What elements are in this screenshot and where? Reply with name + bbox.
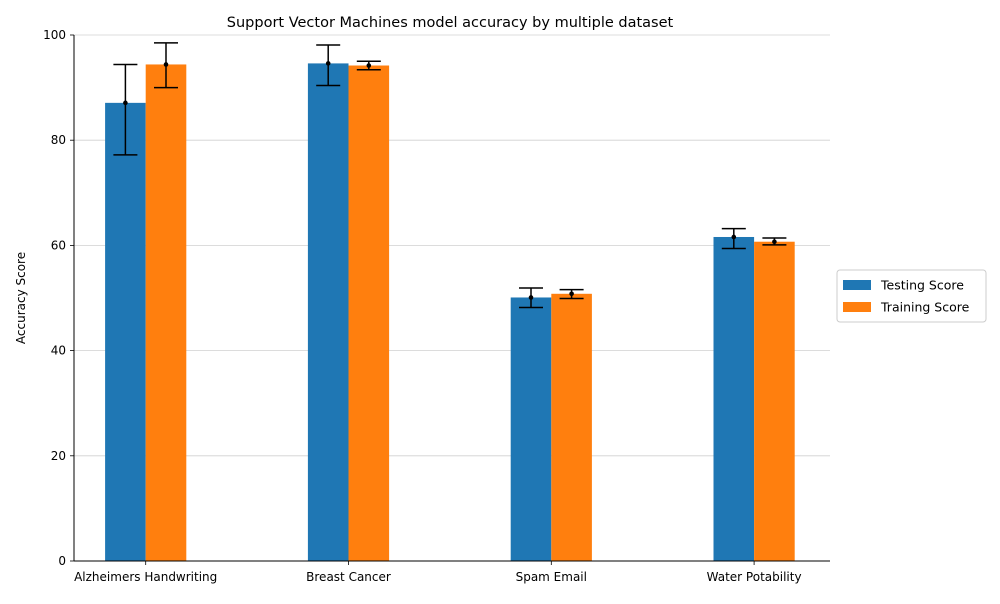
error-bar bbox=[519, 287, 543, 309]
legend-item: Training Score bbox=[843, 300, 970, 315]
y-tick-label: 0 bbox=[58, 554, 66, 568]
bar-training-score bbox=[145, 64, 187, 562]
bar-testing-score bbox=[713, 236, 755, 561]
mean-point bbox=[163, 62, 169, 67]
mean-point bbox=[731, 234, 737, 240]
legend-label: Training Score bbox=[880, 300, 970, 315]
error-bar bbox=[154, 42, 178, 89]
legend-item: Testing Score bbox=[843, 278, 964, 293]
x-tick-label: Breast Cancer bbox=[306, 570, 391, 584]
bar-training-score bbox=[348, 65, 390, 562]
bar-testing-score bbox=[510, 297, 552, 561]
bar-testing-score bbox=[307, 63, 349, 562]
x-tick-label: Spam Email bbox=[516, 570, 587, 584]
mean-point bbox=[366, 63, 372, 68]
legend-swatch bbox=[843, 302, 871, 312]
x-tick-label: Water Potability bbox=[707, 570, 802, 584]
bar-testing-score bbox=[105, 102, 146, 561]
y-tick-label: 40 bbox=[51, 344, 66, 358]
legend: Testing Score Training Score bbox=[836, 269, 987, 323]
y-axis-label: Accuracy Score bbox=[14, 252, 28, 344]
y-tick-label: 80 bbox=[51, 133, 66, 147]
x-tick-label: Alzheimers Handwriting bbox=[74, 570, 217, 584]
bars bbox=[105, 63, 795, 562]
legend-label: Testing Score bbox=[880, 278, 964, 293]
mean-point bbox=[569, 291, 574, 297]
error-bar bbox=[762, 237, 787, 246]
tick-labels: 0 20 40 60 80 100 Alzheimers Handwriting Breast… bbox=[43, 28, 801, 584]
mean-point bbox=[772, 239, 777, 245]
mean-point bbox=[123, 100, 128, 106]
error-bar bbox=[356, 60, 381, 71]
legend-swatch bbox=[843, 280, 871, 290]
mean-point bbox=[528, 295, 534, 300]
error-bar bbox=[316, 44, 341, 87]
y-tick-label: 100 bbox=[43, 28, 66, 42]
error-bar bbox=[559, 288, 584, 300]
axes bbox=[70, 34, 830, 565]
bar-training-score bbox=[754, 241, 795, 561]
y-tick-label: 20 bbox=[51, 449, 66, 463]
y-tick-label: 60 bbox=[51, 238, 66, 252]
chart-title: Support Vector Machines model accuracy b… bbox=[227, 15, 674, 31]
bar-training-score bbox=[551, 293, 592, 561]
error-bar bbox=[721, 227, 746, 250]
error-bars bbox=[113, 42, 787, 309]
gridlines bbox=[74, 34, 830, 457]
legend-frame bbox=[836, 269, 987, 323]
error-bar bbox=[113, 63, 138, 156]
mean-point bbox=[325, 61, 331, 66]
